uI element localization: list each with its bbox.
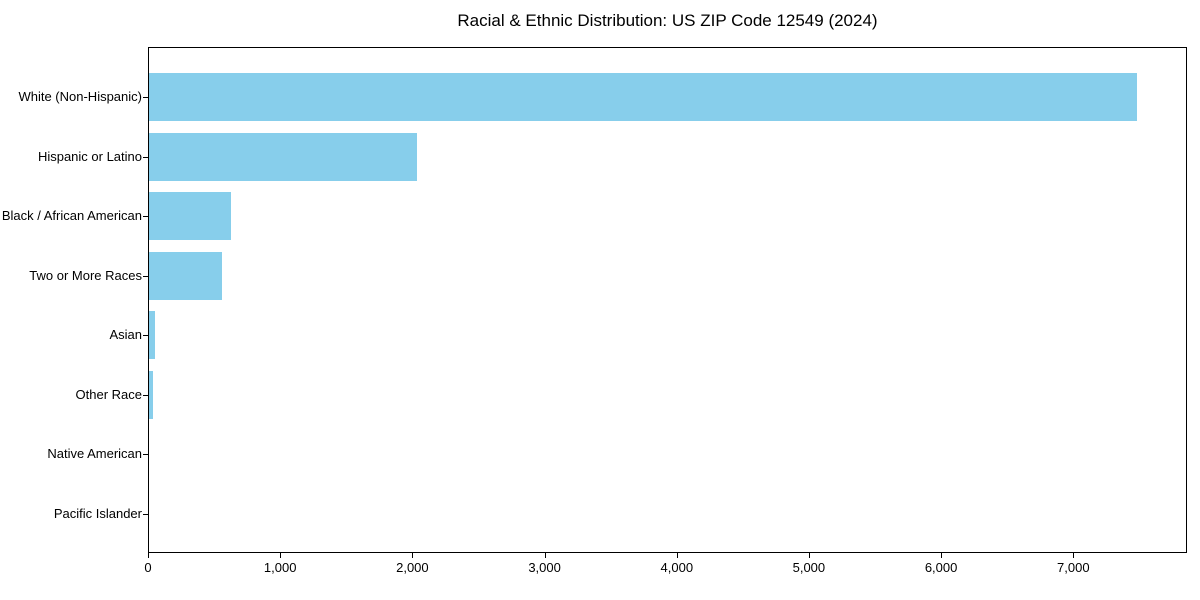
y-axis-label: Pacific Islander bbox=[53, 505, 142, 521]
y-axis-label: White (Non-Hispanic) bbox=[18, 89, 142, 104]
y-tick-mark bbox=[143, 216, 148, 218]
y-tick-mark bbox=[143, 394, 148, 396]
bar-white-non-hispanic bbox=[149, 73, 1138, 121]
y-axis-label: Two or More Races bbox=[29, 267, 142, 283]
x-tick-mark bbox=[1073, 553, 1075, 558]
bar-other-race bbox=[149, 370, 154, 419]
x-tick-mark bbox=[941, 553, 943, 558]
y-tick-mark bbox=[143, 275, 148, 277]
x-tick-label: 4,000 bbox=[660, 560, 694, 575]
bar-asian bbox=[149, 311, 156, 360]
x-tick-label: 0 bbox=[144, 560, 152, 575]
x-tick-label: 1,000 bbox=[263, 560, 297, 575]
y-tick-mark bbox=[143, 335, 148, 337]
x-tick-mark bbox=[412, 553, 414, 558]
x-tick-mark bbox=[148, 553, 149, 558]
x-tick-label: 2,000 bbox=[396, 560, 429, 575]
x-tick-label: 7,000 bbox=[1057, 560, 1090, 575]
y-tick-mark bbox=[143, 156, 148, 158]
y-tick-mark bbox=[143, 454, 148, 456]
x-tick-label: 3,000 bbox=[528, 560, 561, 575]
x-tick-label: 5,000 bbox=[792, 560, 826, 575]
y-axis-label: Native American bbox=[47, 446, 142, 462]
y-axis-label: Hispanic or Latino bbox=[37, 148, 142, 164]
bar-hispanic-or-latino bbox=[149, 132, 418, 181]
y-axis-label: Other Race bbox=[75, 386, 142, 402]
plot-area bbox=[148, 47, 1187, 553]
x-tick-mark bbox=[280, 553, 282, 558]
y-tick-mark bbox=[143, 97, 148, 98]
x-tick-mark bbox=[544, 553, 546, 558]
x-tick-mark bbox=[676, 553, 678, 558]
y-axis-label: Black / African American bbox=[1, 208, 142, 224]
chart-title: Racial & Ethnic Distribution: US ZIP Cod… bbox=[457, 11, 878, 30]
y-tick-mark bbox=[143, 513, 148, 515]
bar-two-or-more-races bbox=[149, 251, 223, 300]
y-axis-label: Asian bbox=[109, 327, 142, 343]
bar-black-african-american bbox=[149, 192, 231, 241]
x-tick-mark bbox=[808, 553, 810, 558]
x-tick-label: 6,000 bbox=[924, 560, 958, 575]
